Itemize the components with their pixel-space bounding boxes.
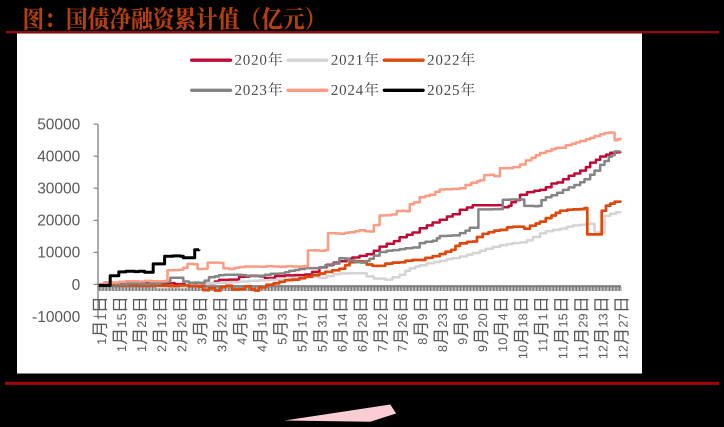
svg-text:0: 0 (72, 277, 81, 294)
svg-text:10000: 10000 (37, 245, 80, 262)
svg-text:50000: 50000 (37, 117, 80, 134)
svg-text:-10000: -10000 (32, 309, 81, 326)
svg-text:20000: 20000 (37, 213, 80, 230)
svg-text:40000: 40000 (37, 149, 80, 166)
svg-text:30000: 30000 (37, 181, 80, 198)
